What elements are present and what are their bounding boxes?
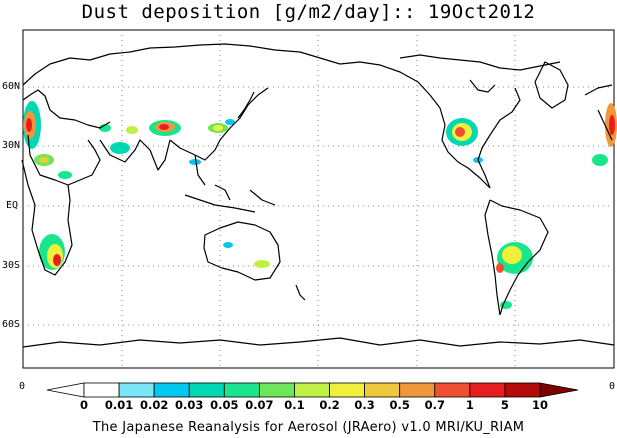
colorbar-tick-label: 0.01 <box>104 398 134 412</box>
colorbar-box <box>188 382 225 398</box>
colorbar-tick-label: 0 <box>79 398 88 412</box>
colorbar-box <box>223 382 260 398</box>
colorbar-box <box>258 382 295 398</box>
colorbar-tick-label: 0.7 <box>424 398 445 412</box>
colorbar-box <box>469 382 506 398</box>
lat-label-eq: EQ <box>6 200 19 211</box>
colorbar-tick-label: 0.3 <box>354 398 375 412</box>
colorbar-box <box>399 382 436 398</box>
lat-label-60n: 60N <box>2 81 21 92</box>
colorbar-right-end-label: 0 <box>609 381 616 392</box>
dust-deposition-shading <box>23 101 617 309</box>
colorbar-tick-label: 1 <box>465 398 474 412</box>
map-frame <box>22 29 615 369</box>
colorbar <box>46 382 579 398</box>
colorbar-box <box>294 382 330 398</box>
lat-label-30s: 30S <box>2 260 21 271</box>
colorbar-box <box>83 382 120 398</box>
colorbar-tick-label: 0.07 <box>245 398 274 412</box>
colorbar-tick-label: 0.05 <box>210 398 239 412</box>
colorbar-tick-label: 0.1 <box>284 398 305 412</box>
colorbar-tick-label: 0.02 <box>139 398 169 412</box>
colorbar-tick-label: 0.03 <box>175 398 204 412</box>
colorbar-left-end-label: 0 <box>19 381 26 392</box>
colorbar-box <box>504 382 541 398</box>
colorbar-box <box>118 382 155 398</box>
graticule <box>23 30 614 368</box>
colorbar-box <box>153 382 190 398</box>
colorbar-box <box>329 382 366 398</box>
colorbar-tick-label: 10 <box>531 398 548 412</box>
map-title: Dust deposition [g/m2/day]:: 19Oct2012 <box>81 1 536 23</box>
lat-label-30n: 30N <box>2 140 21 151</box>
coastlines <box>21 43 615 348</box>
colorbar-tick-label: 5 <box>500 398 509 412</box>
colorbar-box <box>434 382 471 398</box>
lat-label-60s: 60S <box>2 319 21 330</box>
colorbar-tick-label: 0.2 <box>319 398 340 412</box>
colorbar-tick-label: 0.5 <box>389 398 410 412</box>
colorbar-box <box>364 382 401 398</box>
credit-line: The Japanese Reanalysis for Aerosol (JRA… <box>92 420 525 435</box>
